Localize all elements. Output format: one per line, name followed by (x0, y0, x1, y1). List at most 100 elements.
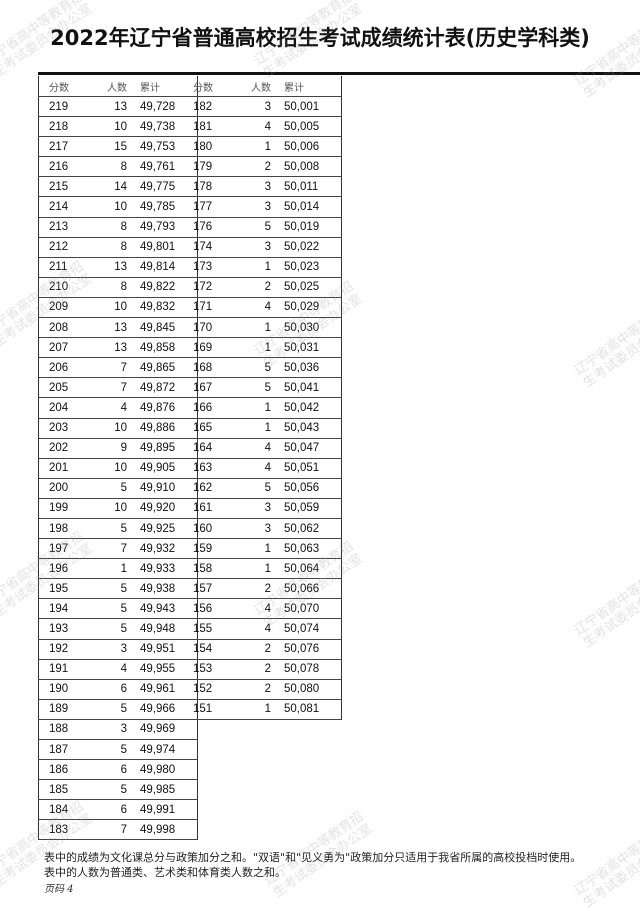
table-row: 206 7 49,865 (38, 357, 198, 379)
table-row: 188 3 49,969 (38, 719, 198, 741)
cell-cumulative: 49,814 (127, 257, 198, 278)
cell-cumulative: 49,753 (127, 136, 198, 158)
cell-cumulative: 50,070 (271, 598, 342, 620)
cell-score: 182 (183, 96, 239, 118)
table-row: 202 9 49,895 (38, 438, 198, 459)
cell-cumulative: 50,036 (271, 357, 342, 379)
cell-count: 2 (239, 578, 271, 600)
cell-cumulative: 50,023 (271, 257, 342, 278)
cell-cumulative: 49,905 (127, 458, 198, 479)
cell-score: 206 (38, 357, 95, 379)
table-row: 162 5 50,056 (183, 478, 342, 499)
cell-cumulative: 50,008 (271, 156, 342, 178)
cell-count: 3 (239, 237, 271, 258)
table-row: 193 5 49,948 (38, 618, 198, 640)
table-row: 154 2 50,076 (183, 639, 342, 660)
cell-score: 173 (183, 257, 239, 278)
cell-count: 7 (95, 377, 127, 399)
cell-score: 168 (183, 357, 239, 379)
cell-cumulative: 50,078 (271, 659, 342, 680)
watermark: 辽宁省高中等教育招 生考试委员会办公室 (571, 299, 640, 391)
table-row: 183 7 49,998 (38, 819, 198, 841)
cell-cumulative: 49,872 (127, 377, 198, 399)
cell-score: 152 (183, 679, 239, 700)
table-row: 168 5 50,036 (183, 357, 342, 379)
cell-count: 5 (95, 518, 127, 540)
table-row: 163 4 50,051 (183, 458, 342, 479)
cell-cumulative: 49,969 (127, 719, 198, 741)
cell-score: 192 (38, 639, 95, 660)
cell-count: 8 (95, 277, 127, 298)
table-row: 210 8 49,822 (38, 277, 198, 298)
cell-cumulative: 50,042 (271, 397, 342, 419)
table-row: 159 1 50,063 (183, 538, 342, 560)
footnote-2: 表中的人数为普通类、艺术类和体育类人数之和。 (44, 866, 286, 879)
cell-count: 3 (95, 719, 127, 741)
cell-count: 8 (95, 217, 127, 238)
cell-score: 158 (183, 558, 239, 580)
cell-cumulative: 49,793 (127, 217, 198, 238)
cell-score: 169 (183, 337, 239, 359)
cell-cumulative: 49,966 (127, 699, 198, 720)
cell-cumulative: 49,948 (127, 618, 198, 640)
cell-cumulative: 49,951 (127, 639, 198, 660)
cell-cumulative: 49,920 (127, 498, 198, 519)
cell-count: 1 (239, 337, 271, 359)
cell-count: 5 (95, 598, 127, 620)
cell-score: 209 (38, 297, 95, 319)
cell-cumulative: 50,011 (271, 176, 342, 198)
cell-score: 170 (183, 317, 239, 339)
table-row: 174 3 50,022 (183, 237, 342, 258)
cell-count: 5 (239, 377, 271, 399)
watermark: 辽宁省高中等教育招 生考试委员会办公室 (571, 819, 640, 911)
cell-count: 2 (239, 659, 271, 680)
cell-cumulative: 49,938 (127, 578, 198, 600)
cell-score: 187 (38, 739, 95, 761)
cell-count: 10 (95, 297, 127, 319)
table-row: 173 1 50,023 (183, 257, 342, 278)
header-count: 人数 (95, 76, 127, 97)
cell-score: 213 (38, 217, 95, 238)
cell-score: 199 (38, 498, 95, 519)
cell-score: 176 (183, 217, 239, 238)
cell-cumulative: 49,728 (127, 96, 198, 118)
cell-score: 218 (38, 116, 95, 138)
table-row: 198 5 49,925 (38, 518, 198, 540)
table-row: 205 7 49,872 (38, 377, 198, 399)
cell-cumulative: 50,051 (271, 458, 342, 479)
cell-count: 1 (239, 397, 271, 419)
cell-score: 210 (38, 277, 95, 298)
table-row: 195 5 49,938 (38, 578, 198, 600)
cell-score: 188 (38, 719, 95, 741)
table-row: 208 13 49,845 (38, 317, 198, 339)
table-row: 204 4 49,876 (38, 397, 198, 419)
table-row: 171 4 50,029 (183, 297, 342, 319)
cell-count: 5 (239, 357, 271, 379)
page-number: 页码 4 (44, 884, 74, 895)
cell-count: 5 (95, 779, 127, 801)
cell-cumulative: 50,006 (271, 136, 342, 158)
table-header-row: 分数 人数 累计 (183, 76, 342, 97)
cell-score: 194 (38, 598, 95, 620)
cell-cumulative: 49,738 (127, 116, 198, 138)
cell-cumulative: 50,062 (271, 518, 342, 540)
table-row: 182 3 50,001 (183, 96, 342, 118)
cell-cumulative: 50,005 (271, 116, 342, 138)
table-row: 203 10 49,886 (38, 418, 198, 439)
table-row: 201 10 49,905 (38, 458, 198, 479)
cell-count: 13 (95, 317, 127, 339)
cell-count: 2 (239, 679, 271, 700)
table-row: 190 6 49,961 (38, 679, 198, 700)
cell-score: 159 (183, 538, 239, 560)
cell-count: 7 (95, 538, 127, 560)
cell-score: 156 (183, 598, 239, 620)
cell-cumulative: 49,785 (127, 196, 198, 218)
cell-count: 7 (95, 819, 127, 841)
cell-cumulative: 50,066 (271, 578, 342, 600)
cell-count: 1 (239, 699, 271, 720)
cell-cumulative: 49,801 (127, 237, 198, 258)
cell-cumulative: 50,047 (271, 438, 342, 459)
cell-count: 5 (239, 217, 271, 238)
cell-cumulative: 50,074 (271, 618, 342, 640)
cell-score: 164 (183, 438, 239, 459)
